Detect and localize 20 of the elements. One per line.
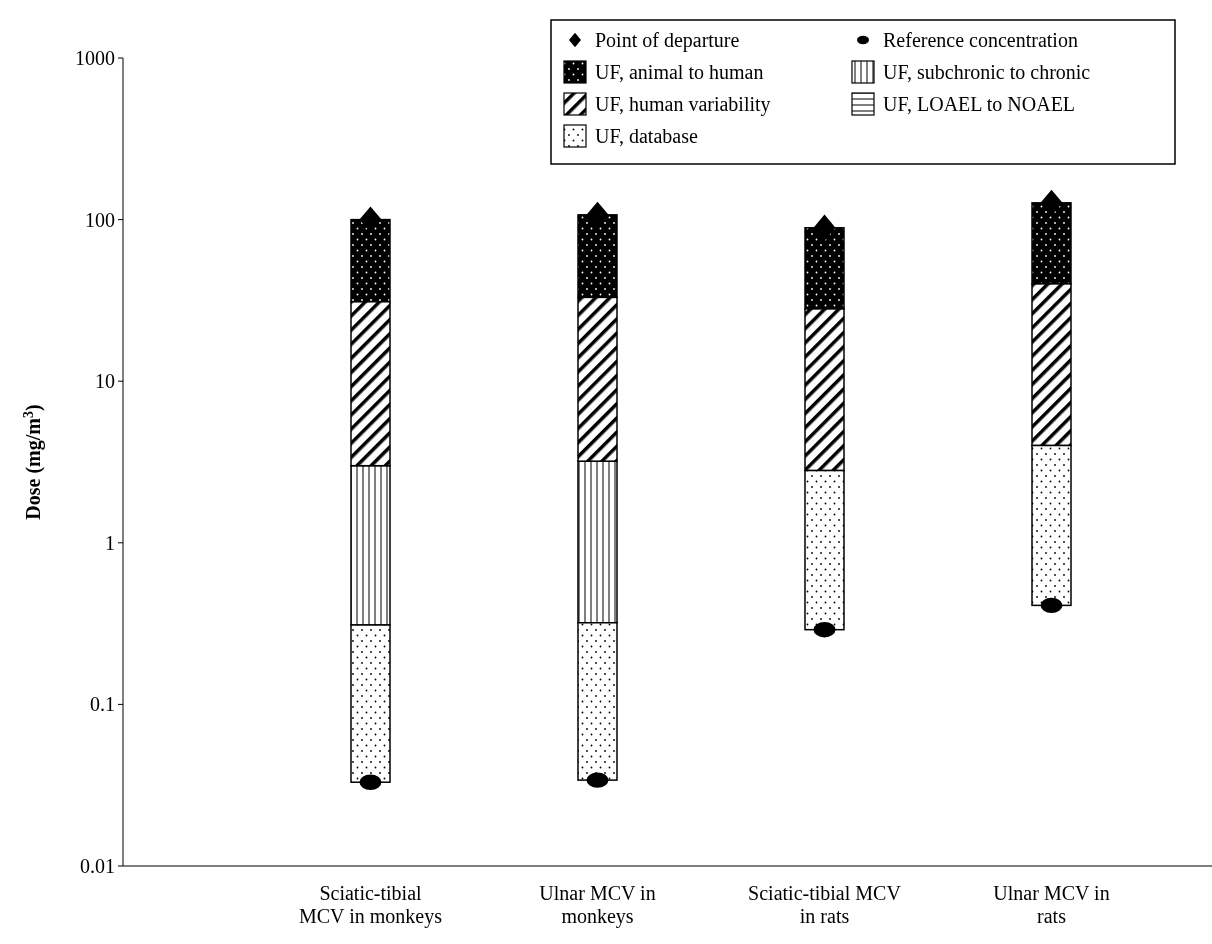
- legend-label: UF, LOAEL to NOAEL: [883, 93, 1076, 115]
- x-tick-label: Sciatic-tibial MCV in rats: [748, 882, 902, 927]
- point: [1040, 597, 1063, 614]
- legend-label: Reference concentration: [883, 29, 1078, 51]
- y-tick-label: 0.1: [90, 693, 115, 716]
- legend-label: UF, database: [595, 125, 698, 147]
- y-tick-label: 10: [95, 370, 115, 393]
- legend-label: Point of departure: [595, 29, 740, 52]
- point: [813, 214, 836, 241]
- y-tick-label: 1: [105, 531, 115, 554]
- y-tick-label: 1000: [75, 47, 115, 69]
- x-tick-label: Ulnar MCV in monkeys: [539, 882, 656, 928]
- legend-label: UF, animal to human: [595, 61, 764, 83]
- x-tick-label: Ulnar MCV in rats: [993, 882, 1110, 927]
- legend-label: UF, subchronic to chronic: [883, 61, 1091, 83]
- y-tick-label: 0.01: [80, 855, 115, 877]
- x-tick-label: Sciatic-tibial MCV in monkeys: [299, 882, 443, 928]
- y-tick-label: 100: [85, 208, 115, 231]
- legend-label: UF, human variability: [595, 93, 771, 116]
- point: [813, 621, 836, 638]
